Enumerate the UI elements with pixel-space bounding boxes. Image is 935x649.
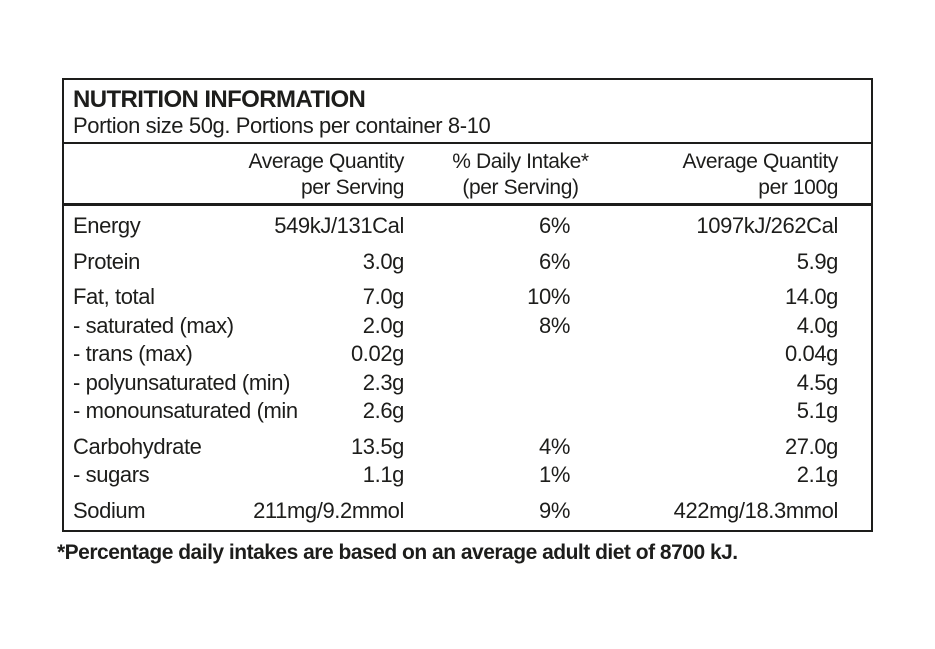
per-100g-value: 1097kJ/262Cal <box>696 213 838 238</box>
row-energy: Energy 549kJ/131Cal 6% 1097kJ/262Cal <box>64 212 871 241</box>
nutrient-name: Carbohydrate <box>73 433 202 459</box>
daily-intake-header-line1: % Daily Intake* <box>452 150 589 173</box>
daily-intake-value: 10% <box>527 284 570 309</box>
per-100g-value: 14.0g <box>784 284 838 309</box>
row-sugars: - sugars 1.1g 1% 2.1g <box>64 461 871 490</box>
row-fat-trans: - trans (max) 0.02g 0.04g <box>64 340 871 369</box>
per-100g-value: 2.1g <box>796 462 839 487</box>
per-100g-value: 27.0g <box>784 433 838 459</box>
daily-intake-value: 4% <box>539 433 570 459</box>
per-serving-value: 0.02g <box>350 341 404 366</box>
row-carbohydrate: Carbohydrate 13.5g 4% 27.0g <box>64 433 871 462</box>
per-serving-value: 549kJ/131Cal <box>274 213 404 238</box>
column-header-row: Average Quantity per Serving % Daily Int… <box>64 144 871 206</box>
per-100g-value: 5.9g <box>796 248 839 274</box>
energy-group: Energy 549kJ/131Cal 6% 1097kJ/262Cal <box>64 212 871 241</box>
nutrient-table-body: Energy 549kJ/131Cal 6% 1097kJ/262Cal Pro… <box>64 206 871 533</box>
per-serving-value: 13.5g <box>350 433 404 459</box>
sodium-group: Sodium 211mg/9.2mmol 9% 422mg/18.3mmol <box>64 497 871 526</box>
daily-intake-value: 1% <box>539 462 570 487</box>
panel-header: NUTRITION INFORMATION Portion size 50g. … <box>64 80 871 144</box>
per-100g-value: 4.5g <box>796 369 839 395</box>
column-header-per-100g: Average Quantity per 100g <box>603 149 871 201</box>
daily-intake-footnote: *Percentage daily intakes are based on a… <box>57 541 738 564</box>
nutrient-name: - saturated (max) <box>73 312 234 338</box>
nutrient-name: Energy <box>73 213 141 238</box>
column-header-daily-intake: % Daily Intake* (per Serving) <box>438 149 603 201</box>
nutrient-name: Protein <box>73 248 140 274</box>
row-fat-saturated: - saturated (max) 2.0g 8% 4.0g <box>64 312 871 341</box>
per-100g-value: 422mg/18.3mmol <box>673 497 839 523</box>
per-100g-value: 5.1g <box>796 398 839 423</box>
nutrient-name: Sodium <box>73 497 146 523</box>
per-serving-value: 2.3g <box>362 369 405 395</box>
daily-intake-header-line2: (per Serving) <box>462 176 579 199</box>
per-100g-value: 0.04g <box>784 341 838 366</box>
daily-intake-value: 6% <box>539 248 570 274</box>
per-serving-value: 2.6g <box>362 398 405 423</box>
nutrition-information-panel: NUTRITION INFORMATION Portion size 50g. … <box>62 78 873 532</box>
row-fat-monounsaturated: - monounsaturated (min 2.6g 5.1g <box>64 397 871 426</box>
row-sodium: Sodium 211mg/9.2mmol 9% 422mg/18.3mmol <box>64 497 871 526</box>
nutrient-name: Fat, total <box>73 284 155 309</box>
column-header-per-serving: Average Quantity per Serving <box>73 149 438 201</box>
daily-intake-value: 6% <box>539 213 570 238</box>
per-100g-header-line2: per 100g <box>758 176 838 199</box>
per-serving-value: 1.1g <box>362 462 405 487</box>
portion-size-text: Portion size 50g. Portions per container… <box>73 113 491 138</box>
per-serving-header-line1: Average Quantity <box>248 150 405 173</box>
row-fat-total: Fat, total 7.0g 10% 14.0g <box>64 283 871 312</box>
per-serving-value: 2.0g <box>362 312 405 338</box>
protein-group: Protein 3.0g 6% 5.9g <box>64 248 871 277</box>
per-100g-value: 4.0g <box>796 312 839 338</box>
fat-group: Fat, total 7.0g 10% 14.0g - saturated (m… <box>64 283 871 426</box>
daily-intake-value <box>438 397 603 426</box>
daily-intake-value: 9% <box>539 497 570 523</box>
panel-title: NUTRITION INFORMATION <box>73 86 366 113</box>
daily-intake-value: 8% <box>539 312 570 338</box>
row-protein: Protein 3.0g 6% 5.9g <box>64 248 871 277</box>
per-serving-value: 211mg/9.2mmol <box>253 497 404 523</box>
per-serving-header-line2: per Serving <box>301 176 404 199</box>
carbohydrate-group: Carbohydrate 13.5g 4% 27.0g - sugars 1.1… <box>64 433 871 490</box>
per-serving-value: 7.0g <box>362 284 405 309</box>
daily-intake-value <box>438 369 603 398</box>
nutrient-name: - trans (max) <box>73 341 193 366</box>
nutrient-name: - monounsaturated (min <box>73 398 298 423</box>
daily-intake-value <box>438 340 603 369</box>
row-fat-polyunsaturated: - polyunsaturated (min) 2.3g 4.5g <box>64 369 871 398</box>
nutrient-name: - polyunsaturated (min) <box>73 369 291 395</box>
per-100g-header-line1: Average Quantity <box>682 150 839 173</box>
nutrient-name: - sugars <box>73 462 150 487</box>
per-serving-value: 3.0g <box>362 248 405 274</box>
